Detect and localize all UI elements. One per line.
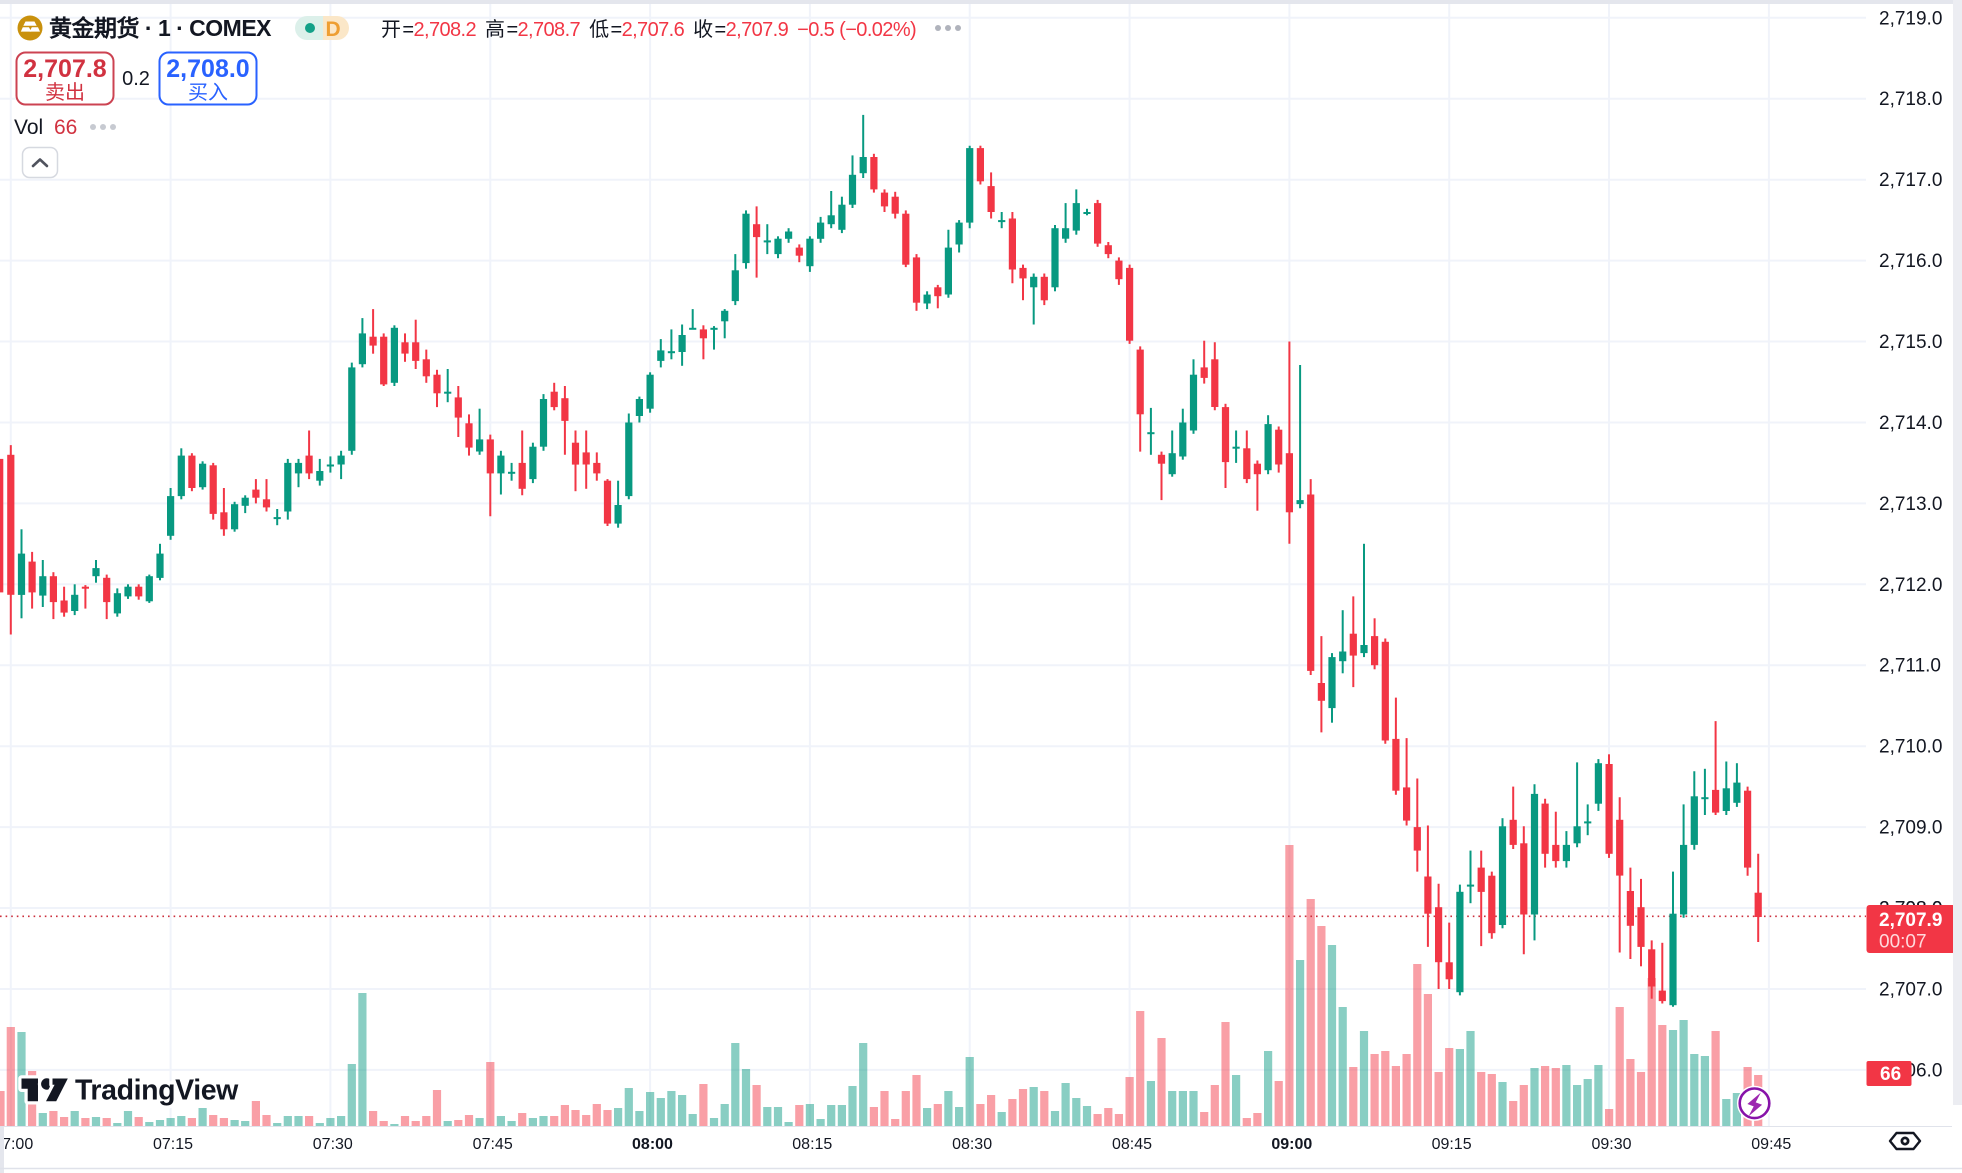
- svg-text:2,709.0: 2,709.0: [1879, 818, 1942, 839]
- svg-text:2,708.0: 2,708.0: [166, 55, 249, 83]
- svg-text:09:00: 09:00: [1271, 1136, 1312, 1153]
- svg-text:00:07: 00:07: [1879, 932, 1927, 953]
- svg-text:2,718.0: 2,718.0: [1879, 89, 1942, 110]
- svg-text:2,717.0: 2,717.0: [1879, 170, 1942, 191]
- svg-text:07:15: 07:15: [153, 1136, 193, 1153]
- svg-text:黄金期货 · 1 · COMEX: 黄金期货 · 1 · COMEX: [49, 15, 272, 41]
- svg-text:66: 66: [1880, 1064, 1901, 1085]
- svg-text:09:45: 09:45: [1751, 1136, 1791, 1153]
- svg-text:09:30: 09:30: [1591, 1136, 1631, 1153]
- svg-text:TradingView: TradingView: [75, 1075, 239, 1107]
- svg-text:2,715.0: 2,715.0: [1879, 332, 1942, 353]
- svg-text:卖出: 卖出: [45, 81, 85, 104]
- svg-text:2,707.9: 2,707.9: [1879, 910, 1942, 931]
- svg-text:09:15: 09:15: [1432, 1136, 1472, 1153]
- svg-text:2,707.0: 2,707.0: [1879, 980, 1942, 1001]
- svg-text:2,712.0: 2,712.0: [1879, 575, 1942, 596]
- svg-text:66: 66: [54, 116, 77, 139]
- svg-text:08:30: 08:30: [952, 1136, 992, 1153]
- svg-text:07:00: 07:00: [0, 1136, 33, 1153]
- svg-text:Vol: Vol: [14, 116, 43, 139]
- svg-text:2,710.0: 2,710.0: [1879, 737, 1942, 758]
- svg-text:08:45: 08:45: [1112, 1136, 1152, 1153]
- svg-text:开=2,708.2高=2,708.7低=2,707.6收=2: 开 =2,708.2 高 =2,708.7 低 =2,707.6 收 =2,707.9 −0.5…: [381, 18, 916, 41]
- svg-text:2,707.8: 2,707.8: [23, 55, 107, 83]
- svg-text:07:45: 07:45: [473, 1136, 513, 1153]
- svg-text:08:00: 08:00: [632, 1136, 673, 1153]
- svg-text:D: D: [326, 18, 341, 41]
- svg-text:07:30: 07:30: [313, 1136, 353, 1153]
- svg-text:0.2: 0.2: [122, 68, 150, 90]
- svg-text:买入: 买入: [188, 82, 228, 104]
- svg-text:2,716.0: 2,716.0: [1879, 251, 1942, 272]
- svg-text:08:15: 08:15: [792, 1136, 832, 1153]
- svg-text:2,714.0: 2,714.0: [1879, 413, 1942, 434]
- svg-text:2,713.0: 2,713.0: [1879, 494, 1942, 515]
- svg-text:2,711.0: 2,711.0: [1879, 656, 1941, 677]
- svg-text:2,719.0: 2,719.0: [1879, 8, 1942, 29]
